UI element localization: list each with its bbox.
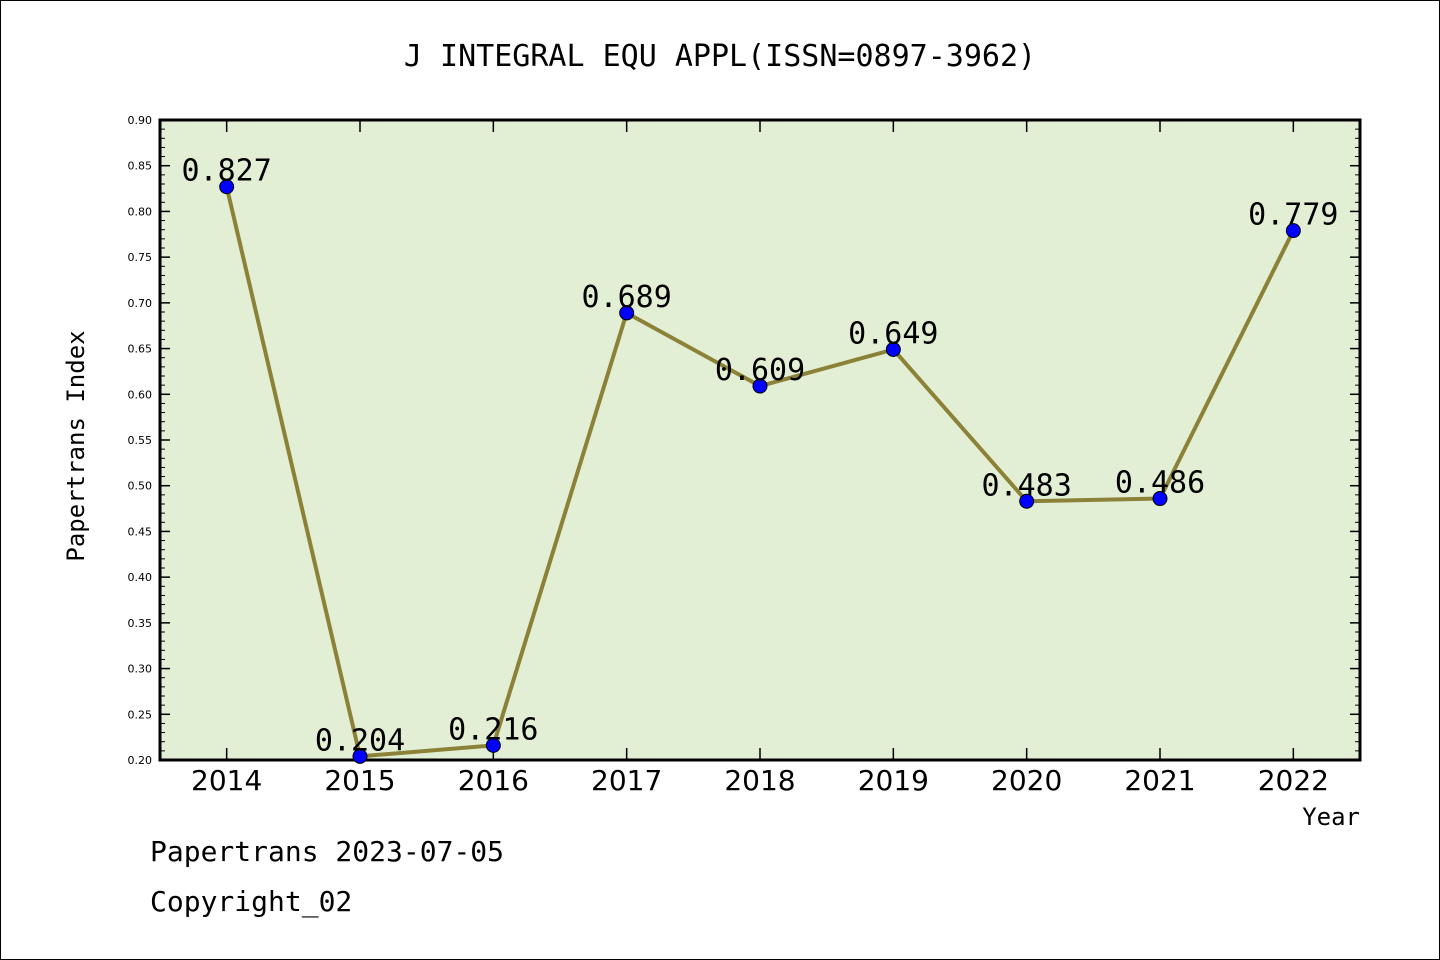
data-label: 0.689	[582, 280, 672, 315]
y-tick-label: 0.50	[128, 480, 153, 493]
y-tick-label: 0.25	[128, 708, 153, 721]
data-point	[485, 737, 501, 753]
chart-title: J INTEGRAL EQU APPL(ISSN=0897-3962)	[404, 39, 1036, 74]
x-tick-label: 2020	[991, 764, 1062, 797]
y-tick-label: 0.45	[128, 525, 153, 538]
data-label: 0.204	[315, 723, 405, 758]
footer-copyright: Copyright_02	[150, 885, 353, 918]
data-label: 0.609	[715, 353, 805, 388]
data-point	[885, 341, 901, 357]
y-axis-label: Papertrans Index	[62, 330, 90, 561]
y-tick-label: 0.20	[128, 754, 153, 767]
data-point	[752, 378, 768, 394]
y-tick-label: 0.60	[128, 388, 153, 401]
x-tick-label: 2014	[191, 764, 262, 797]
y-axis: 0.20 0.25 0.30 0.35 0.40 0.45 0.50 0.55 0.60 0.65…	[128, 114, 1360, 767]
data-label: 0.827	[182, 154, 272, 189]
x-tick-label: 2019	[858, 764, 929, 797]
x-tick-label: 2022	[1258, 764, 1329, 797]
footer-date: Papertrans 2023-07-05	[150, 835, 505, 868]
data-label: 0.779	[1248, 198, 1338, 233]
data-point	[1285, 223, 1301, 239]
data-point	[352, 748, 368, 764]
data-label: 0.216	[448, 712, 538, 747]
y-tick-label: 0.80	[128, 205, 153, 218]
markers-group	[219, 179, 1301, 764]
data-point	[219, 179, 235, 195]
data-label: 0.649	[848, 316, 938, 351]
x-axis-label: Year	[1302, 803, 1360, 831]
x-tick-label: 2016	[458, 764, 529, 797]
x-tick-label: 2015	[324, 764, 395, 797]
y-tick-label: 0.85	[128, 160, 153, 173]
data-point	[619, 305, 635, 321]
y-tick-label: 0.55	[128, 434, 153, 447]
y-tick-label: 0.75	[128, 251, 153, 264]
data-point	[1019, 493, 1035, 509]
x-tick-label: 2018	[724, 764, 795, 797]
y-tick-label: 0.40	[128, 571, 153, 584]
data-label: 0.483	[982, 468, 1072, 503]
x-tick-label: 2017	[591, 764, 662, 797]
y-tick-label: 0.30	[128, 663, 153, 676]
y-tick-label: 0.90	[128, 114, 153, 127]
y-tick-label: 0.65	[128, 343, 153, 356]
y-tick-label: 0.70	[128, 297, 153, 310]
y-tick-label: 0.35	[128, 617, 153, 630]
x-tick-label: 2021	[1124, 764, 1195, 797]
data-label: 0.486	[1115, 466, 1205, 501]
data-labels-group: 0.827 0.204 0.216 0.689 0.609 0.649 0.483 0.486…	[182, 154, 1339, 759]
data-point	[1152, 491, 1168, 507]
